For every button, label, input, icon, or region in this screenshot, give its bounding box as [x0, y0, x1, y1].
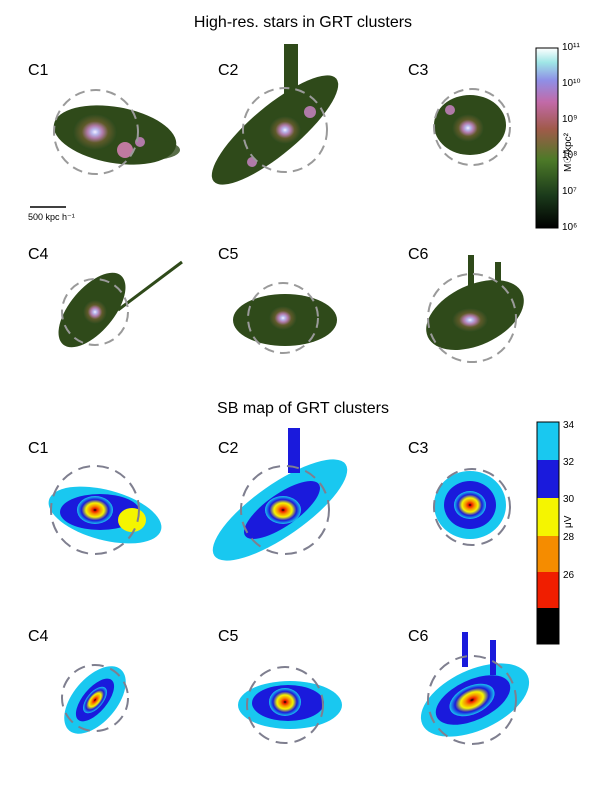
sb-colorbar-unit: μV — [563, 515, 574, 528]
top-panel-label-c6: C6 — [408, 246, 429, 263]
bottom-panel-label-c5: C5 — [218, 628, 239, 645]
sb-map-c6 — [420, 632, 530, 745]
sb-map-c5 — [238, 666, 342, 744]
sb-colorbar-tick-32: 32 — [563, 457, 575, 468]
stellar-colorbar-tick-4: 10⁸ — [562, 150, 578, 161]
stellar-colorbar-unit: M☉/kpc² — [563, 133, 574, 172]
stellar-colorbar-tick-3: 10⁹ — [562, 114, 578, 125]
sb-map-c4 — [61, 664, 129, 734]
stellar-map-c5 — [233, 282, 337, 354]
stellar-colorbar — [535, 47, 559, 229]
stellar-map-c3 — [433, 88, 511, 166]
sb-colorbar-tick-34: 34 — [563, 420, 575, 431]
top-panel-label-c3: C3 — [408, 62, 429, 79]
stellar-colorbar-tick-2: 10¹⁰ — [562, 78, 581, 89]
stellar-map-c4 — [58, 260, 183, 348]
sb-colorbar-tick-28: 28 — [563, 532, 575, 543]
top-panel-label-c2: C2 — [218, 62, 239, 79]
stellar-colorbar-tick-6: 10⁶ — [562, 222, 578, 233]
stellar-colorbar-tick-1: 10¹¹ — [562, 42, 580, 53]
bottom-panel-label-c1: C1 — [28, 440, 49, 457]
top-panel-label-c5: C5 — [218, 246, 239, 263]
sb-map-c2 — [212, 428, 348, 561]
stellar-colorbar-tick-5: 10⁷ — [562, 186, 577, 197]
bottom-panel-label-c6: C6 — [408, 628, 429, 645]
scalebar-label: 500 kpc h⁻¹ — [28, 212, 75, 222]
top-panel-label-c4: C4 — [28, 246, 49, 263]
sb-colorbar-tick-26: 26 — [563, 570, 575, 581]
stellar-map-c6 — [426, 255, 524, 363]
stellar-map-c1 — [53, 89, 180, 175]
bottom-panel-label-c2: C2 — [218, 440, 239, 457]
bottom-title: SB map of GRT clusters — [217, 400, 389, 417]
stellar-map-c2 — [211, 44, 339, 185]
sb-map-c1 — [48, 465, 162, 555]
sb-map-c3 — [433, 468, 511, 546]
top-panel-label-c1: C1 — [28, 62, 49, 79]
bottom-panel-label-c4: C4 — [28, 628, 49, 645]
top-title: High-res. stars in GRT clusters — [193, 14, 413, 31]
sb-colorbar — [536, 421, 560, 645]
bottom-panel-label-c3: C3 — [408, 440, 429, 457]
sb-colorbar-tick-30: 30 — [563, 494, 575, 505]
